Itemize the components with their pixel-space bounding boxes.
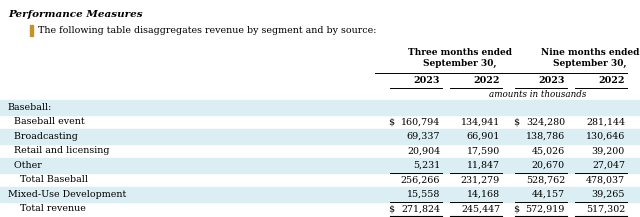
Bar [30,25,33,36]
Text: 27,047: 27,047 [592,161,625,170]
Text: 130,646: 130,646 [586,132,625,141]
Text: 271,824: 271,824 [401,204,440,213]
Text: The following table disaggregates revenue by segment and by source:: The following table disaggregates revenu… [38,26,376,35]
Text: Three months ended
September 30,: Three months ended September 30, [408,48,512,68]
Text: 14,168: 14,168 [467,190,500,199]
Text: 478,037: 478,037 [586,175,625,184]
Text: Retail and licensing: Retail and licensing [8,146,109,155]
Bar [0,187,640,202]
Text: Baseball event: Baseball event [8,117,84,126]
Text: 69,337: 69,337 [406,132,440,141]
Text: 134,941: 134,941 [461,117,500,126]
Text: $: $ [513,204,519,213]
Text: 39,265: 39,265 [591,190,625,199]
Text: Total revenue: Total revenue [8,204,86,213]
Text: 17,590: 17,590 [467,146,500,155]
Text: 138,786: 138,786 [525,132,565,141]
Text: 572,919: 572,919 [525,204,565,213]
Text: 39,200: 39,200 [592,146,625,155]
Text: 20,670: 20,670 [532,161,565,170]
Text: Nine months ended
September 30,: Nine months ended September 30, [541,48,639,68]
Text: Broadcasting: Broadcasting [8,132,78,141]
Text: 15,558: 15,558 [406,190,440,199]
Text: 2022: 2022 [474,76,500,85]
Text: Baseball:: Baseball: [8,103,52,112]
Text: 11,847: 11,847 [467,161,500,170]
Bar [0,158,640,173]
Text: Mixed-Use Development: Mixed-Use Development [8,190,126,199]
Text: Other: Other [8,161,42,170]
Text: 20,904: 20,904 [407,146,440,155]
Text: 44,157: 44,157 [532,190,565,199]
Text: 231,279: 231,279 [461,175,500,184]
Text: 5,231: 5,231 [413,161,440,170]
Text: $: $ [513,117,519,126]
Text: 160,794: 160,794 [401,117,440,126]
Text: amounts in thousands: amounts in thousands [489,90,586,99]
Bar [0,100,640,115]
Text: 281,144: 281,144 [586,117,625,126]
Text: Total Baseball: Total Baseball [8,175,88,184]
Text: 528,762: 528,762 [525,175,565,184]
Bar [0,129,640,143]
Text: 256,266: 256,266 [401,175,440,184]
Text: 2022: 2022 [598,76,625,85]
Text: Performance Measures: Performance Measures [8,10,143,19]
Text: 45,026: 45,026 [532,146,565,155]
Text: 245,447: 245,447 [461,204,500,213]
Text: 517,302: 517,302 [586,204,625,213]
Text: 2023: 2023 [538,76,565,85]
Text: 324,280: 324,280 [526,117,565,126]
Text: $: $ [388,204,394,213]
Text: 66,901: 66,901 [467,132,500,141]
Text: $: $ [388,117,394,126]
Text: 2023: 2023 [413,76,440,85]
